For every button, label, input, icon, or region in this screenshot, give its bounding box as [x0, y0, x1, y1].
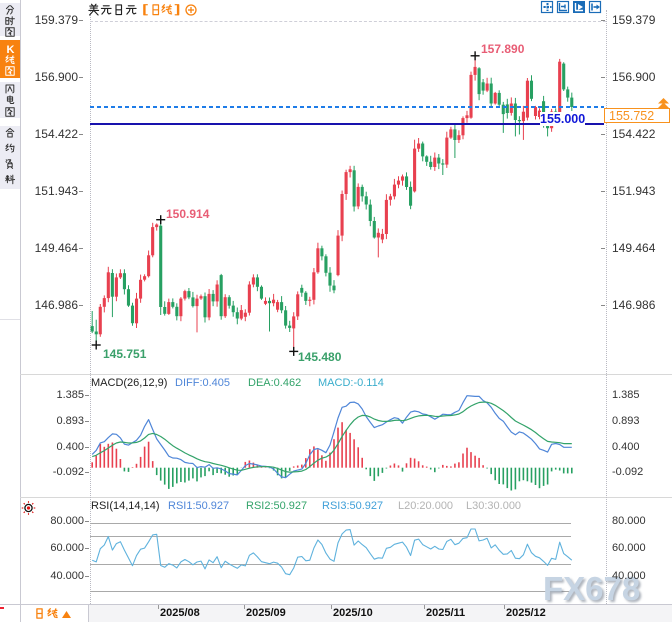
svg-text:157.890: 157.890	[481, 42, 525, 56]
svg-text:150.914: 150.914	[166, 207, 210, 221]
svg-text:145.751: 145.751	[103, 347, 147, 361]
svg-text:145.480: 145.480	[298, 350, 342, 364]
svg-text:K: K	[7, 44, 15, 56]
